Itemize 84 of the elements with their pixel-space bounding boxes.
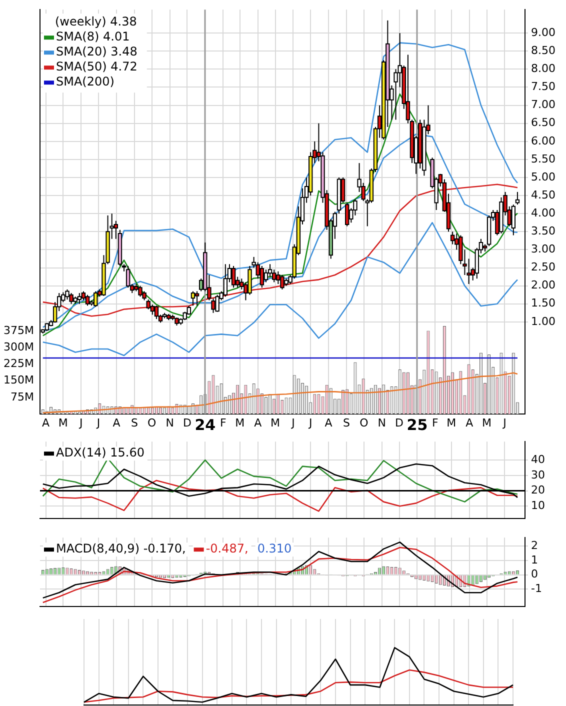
legend-label: SMA(50) 4.72 <box>56 60 138 74</box>
y-tick-label: 20 <box>531 484 545 497</box>
x-tick-label: M <box>446 416 456 430</box>
y-tick-label: 2.50 <box>531 260 556 274</box>
y-tick-label: 1 <box>531 553 538 566</box>
candlestick <box>260 265 264 288</box>
y-tick-label: 3.50 <box>531 224 556 238</box>
y-tick-label: 5.00 <box>531 170 556 184</box>
y-tick-label: 9.00 <box>531 26 556 39</box>
x-tick-label: A <box>42 416 50 430</box>
x-tick-label: J <box>502 416 506 430</box>
legend-label: MACD(8,40,9) -0.170, <box>56 542 186 556</box>
legend-title: (weekly) 4.38 <box>55 14 137 29</box>
y-tick-label: 5.50 <box>531 152 556 166</box>
candlestick <box>223 264 228 298</box>
x-tick-label: F <box>432 416 438 430</box>
x-tick-label: 25 <box>406 416 428 434</box>
candlestick <box>94 290 98 308</box>
legend-label: SMA(20) 3.48 <box>56 44 138 59</box>
y2-tick-label: 75M <box>10 390 34 404</box>
y-tick-label: 8.50 <box>531 44 556 57</box>
y-tick-label: 4.00 <box>531 206 556 220</box>
y-tick-label: 4.50 <box>531 188 556 202</box>
x-tick-label: J <box>290 416 295 430</box>
candlestick <box>215 294 220 312</box>
candlestick <box>194 290 200 306</box>
x-tick-label: S <box>343 416 350 430</box>
x-tick-label: N <box>166 416 174 430</box>
x-tick-label: A <box>324 416 333 430</box>
y-tick-label: -1 <box>531 582 542 596</box>
x-tick-label: 24 <box>194 416 216 434</box>
y-tick-label: 0 <box>531 568 538 581</box>
candlestick <box>154 305 159 320</box>
x-tick-label: A <box>254 416 262 430</box>
x-tick-label: S <box>130 416 138 430</box>
y2-tick-label: 300M <box>4 340 34 354</box>
y-tick-label: 7.00 <box>531 98 556 112</box>
y2-tick-label: 375M <box>4 324 34 337</box>
x-tick-label: J <box>96 416 100 430</box>
x-tick-label: M <box>270 416 280 430</box>
y-tick-label: 30 <box>531 468 545 482</box>
candlestick <box>345 202 350 227</box>
legend-label: ADX(14) 15.60 <box>56 446 144 460</box>
y2-tick-label: 225M <box>4 357 34 370</box>
candlestick <box>65 288 70 300</box>
candlestick <box>231 265 236 288</box>
candlestick <box>77 292 82 304</box>
candlestick <box>515 191 520 206</box>
y-tick-label: 3.00 <box>531 242 556 256</box>
x-tick-label: J <box>308 416 312 430</box>
x-tick-label: M <box>235 416 245 430</box>
x-tick-label: F <box>220 416 226 430</box>
x-tick-label: A <box>466 416 474 430</box>
x-tick-label: A <box>112 416 121 430</box>
x-tick-label: O <box>360 416 369 430</box>
y-tick-label: 40 <box>531 452 545 466</box>
x-tick-label: D <box>395 416 404 430</box>
y-tick-label: 6.50 <box>531 116 556 130</box>
y-tick-label: 2.00 <box>531 278 556 292</box>
candlestick <box>280 274 284 290</box>
candlestick <box>211 298 216 314</box>
y-tick-label: 1.50 <box>531 296 556 310</box>
x-tick-label: D <box>182 416 192 430</box>
annotation: 0.310 <box>257 542 292 556</box>
y-tick-label: 7.50 <box>531 80 556 94</box>
legend-label: -0.487, <box>206 542 248 556</box>
x-tick-label: M <box>482 416 492 430</box>
x-tick-label: M <box>58 416 68 430</box>
candlestick <box>190 290 196 306</box>
candlestick <box>85 294 90 306</box>
y-tick-label: 1.00 <box>531 314 556 328</box>
x-tick-label: J <box>78 416 83 430</box>
y-tick-label: 10 <box>531 498 545 512</box>
y-tick-label: 8.00 <box>531 62 556 76</box>
legend-label: SMA(200) <box>56 74 114 89</box>
y-tick-label: 2 <box>531 539 538 552</box>
candlestick <box>138 285 142 298</box>
x-tick-label: O <box>148 416 156 430</box>
x-tick-label: N <box>378 416 386 430</box>
candlestick <box>69 292 74 304</box>
y-tick-label: 6.00 <box>531 134 556 148</box>
y2-tick-label: 150M <box>4 374 34 387</box>
candlestick <box>511 204 516 236</box>
legend-label: SMA(8) 4.01 <box>56 30 130 44</box>
